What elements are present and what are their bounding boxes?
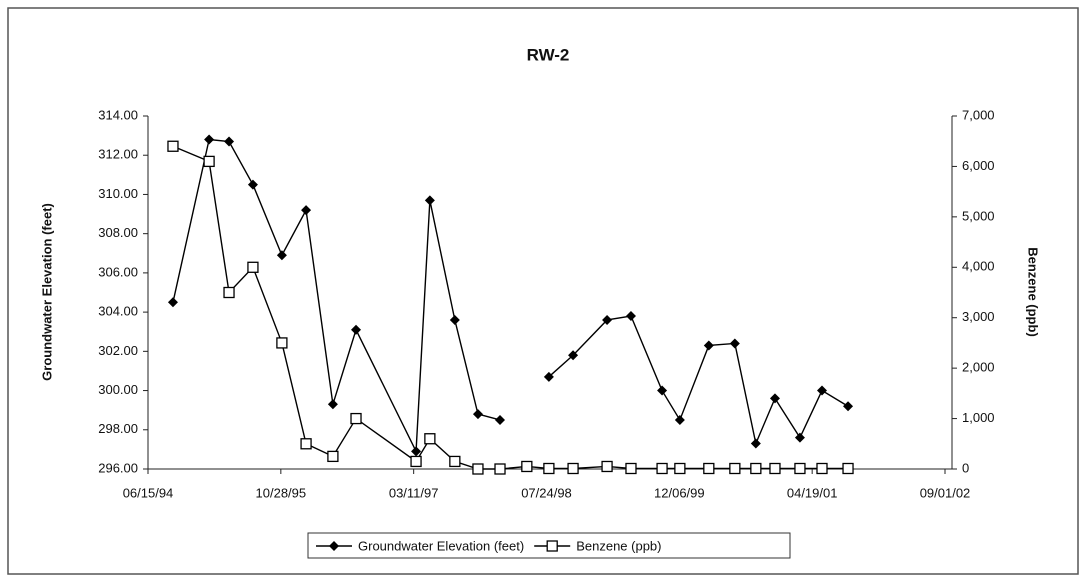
point xyxy=(816,385,827,396)
point xyxy=(794,462,806,475)
point xyxy=(167,297,178,308)
point xyxy=(411,446,422,457)
point xyxy=(521,460,533,473)
point xyxy=(424,433,436,445)
point xyxy=(424,195,435,206)
x-tick-label: 07/24/98 xyxy=(521,485,572,500)
point xyxy=(657,385,668,396)
x-tick-label: 04/19/01 xyxy=(787,485,838,500)
point xyxy=(729,462,741,475)
point xyxy=(729,338,740,349)
point xyxy=(327,450,339,463)
y2-tick-label: 1,000 xyxy=(962,410,995,425)
y-tick-label: 304.00 xyxy=(98,304,138,319)
y2-tick-label: 3,000 xyxy=(962,309,995,324)
point xyxy=(247,179,258,190)
point xyxy=(769,462,781,475)
x-tick-label: 06/15/94 xyxy=(123,485,174,500)
y-tick-label: 314.00 xyxy=(98,107,138,122)
point xyxy=(300,438,312,450)
point xyxy=(794,432,805,443)
point xyxy=(351,324,362,335)
point xyxy=(472,463,484,475)
point xyxy=(301,205,312,216)
point xyxy=(203,155,215,168)
x-tick-label: 09/01/02 xyxy=(920,485,971,500)
y2-tick-label: 4,000 xyxy=(962,259,995,274)
point xyxy=(494,463,506,475)
point xyxy=(568,350,579,361)
y2-tick-label: 2,000 xyxy=(962,360,995,375)
y-tick-label: 298.00 xyxy=(98,421,138,436)
y-tick-label: 300.00 xyxy=(98,382,138,397)
point xyxy=(224,136,235,147)
point xyxy=(449,314,460,325)
point xyxy=(656,462,668,475)
point xyxy=(223,286,235,299)
point xyxy=(276,337,288,349)
point xyxy=(750,462,762,475)
point xyxy=(567,462,579,475)
y-tick-label: 310.00 xyxy=(98,186,138,201)
point xyxy=(602,314,613,325)
chart-border xyxy=(7,7,1079,575)
point xyxy=(769,393,780,404)
x-tick-label: 12/06/99 xyxy=(654,485,705,500)
y2-axis-label: Benzene (ppb) xyxy=(1026,247,1041,337)
point xyxy=(625,311,636,322)
y-axis-label: Groundwater Elevation (feet) xyxy=(39,203,54,381)
legend-label: Groundwater Elevation (feet) xyxy=(358,538,524,553)
point xyxy=(674,414,685,425)
y-tick-label: 302.00 xyxy=(98,343,138,358)
point xyxy=(842,462,854,475)
x-tick-label: 03/11/97 xyxy=(389,485,439,500)
y-tick-label: 306.00 xyxy=(98,264,138,279)
point xyxy=(750,438,761,449)
point xyxy=(495,414,506,425)
point xyxy=(410,455,422,468)
point xyxy=(703,340,714,351)
point xyxy=(449,455,461,468)
point xyxy=(167,140,179,152)
x-tick-label: 10/28/95 xyxy=(256,485,307,500)
point xyxy=(843,401,854,412)
legend-marker xyxy=(546,540,558,552)
point xyxy=(703,462,715,475)
point xyxy=(472,409,483,420)
legend-label: Benzene (ppb) xyxy=(576,538,661,553)
point xyxy=(816,462,828,475)
y2-tick-label: 6,000 xyxy=(962,158,995,173)
y-tick-label: 308.00 xyxy=(98,225,138,240)
y2-tick-label: 7,000 xyxy=(962,107,995,122)
point xyxy=(327,399,338,410)
point xyxy=(625,462,637,475)
point xyxy=(543,462,555,475)
point xyxy=(350,412,362,425)
point xyxy=(247,261,259,273)
y2-tick-label: 5,000 xyxy=(962,208,995,223)
point xyxy=(204,134,215,145)
legend-marker xyxy=(329,541,339,551)
chart-title: RW-2 xyxy=(527,45,570,64)
y-tick-label: 296.00 xyxy=(98,460,138,475)
point xyxy=(543,371,554,382)
point xyxy=(674,462,686,475)
y-tick-label: 312.00 xyxy=(98,147,138,162)
y2-tick-label: 0 xyxy=(962,460,969,475)
point xyxy=(276,250,287,261)
point xyxy=(601,460,613,473)
